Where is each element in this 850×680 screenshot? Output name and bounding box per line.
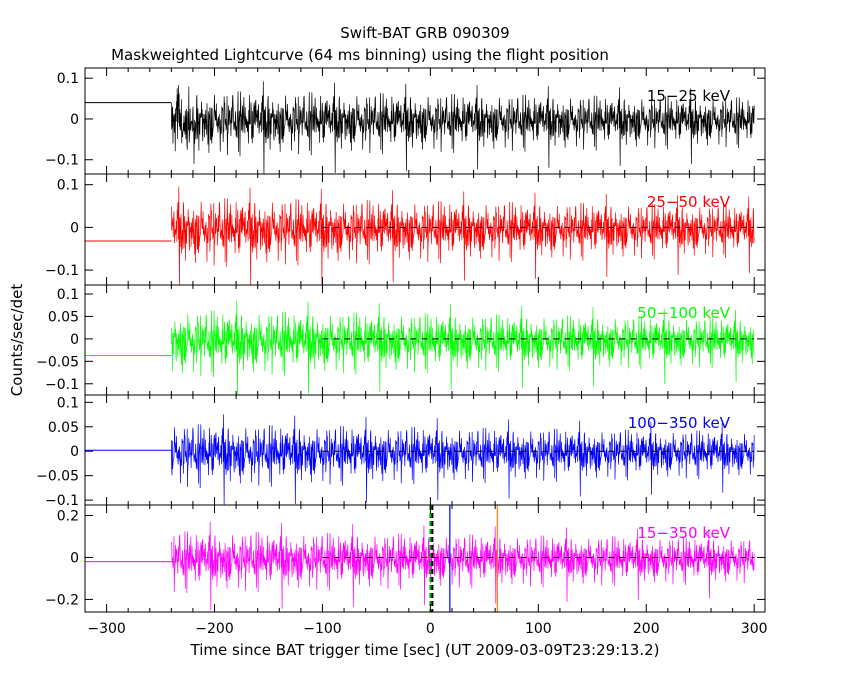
y-tick-label: −0.1 (45, 263, 79, 279)
y-axis-label: Counts/sec/det (8, 284, 26, 397)
y-tick-label: −0.05 (36, 469, 79, 485)
y-tick-label: 0 (70, 112, 79, 128)
panel-5: −0.2 0 0.2 15−350 keV −300 −200 −100 0 100 200 300 (45, 504, 768, 637)
panel-data-group (85, 81, 755, 174)
y-tick-label: −0.2 (45, 592, 79, 608)
y-tick-label: 0.2 (57, 508, 79, 524)
y-tick-label: 0.1 (57, 178, 79, 194)
x-tick-label: 0 (426, 621, 435, 637)
panel-frame (84, 504, 766, 613)
panel-3: −0.1 −0.05 0 0.05 0.1 50−100 keV (36, 284, 766, 396)
y-tick-label: 0.1 (57, 395, 79, 411)
y-tick-label: 0 (70, 220, 79, 236)
energy-band-label: 50−100 keV (637, 304, 730, 322)
x-tick-label: −100 (303, 621, 341, 637)
panel-data-group (85, 505, 755, 612)
lightcurve-series (171, 186, 755, 285)
lightcurve-series (171, 521, 755, 611)
panel-4: −0.1 −0.05 0 0.05 0.1 100−350 keV (36, 394, 766, 509)
chart-subtitle: Maskweighted Lightcurve (64 ms binning) … (111, 46, 609, 64)
lightcurve-series (171, 81, 755, 174)
y-tick-label: 0.05 (48, 420, 79, 436)
panels-container: −0.100.115−25 keV−0.100.125−50 keV−0.1−0… (36, 67, 768, 637)
x-tick-label: 100 (525, 621, 552, 637)
y-tick-label: 0 (70, 332, 79, 348)
y-tick-label: 0 (70, 550, 79, 566)
energy-band-label: 15−25 keV (647, 87, 731, 105)
y-tick-label: −0.05 (36, 354, 79, 370)
y-tick-label: −0.1 (45, 377, 79, 393)
x-tick-label: −200 (195, 621, 233, 637)
y-tick-label: 0 (70, 444, 79, 460)
chart-title: Swift-BAT GRB 090309 (340, 24, 509, 42)
x-tick-label: 300 (741, 621, 768, 637)
y-tick-label: −0.1 (45, 493, 79, 509)
x-tick-label: 200 (633, 621, 660, 637)
y-tick-label: 0.05 (48, 309, 79, 325)
y-tick-label: 0.1 (57, 287, 79, 303)
y-tick-label: 0.1 (57, 71, 79, 87)
x-axis-label: Time since BAT trigger time [sec] (UT 20… (190, 641, 660, 659)
energy-band-label: 100−350 keV (628, 414, 731, 432)
lightcurve-series (171, 414, 755, 505)
panel-data-group (85, 300, 755, 395)
energy-band-label: 15−350 keV (637, 524, 730, 542)
panel-data-group (85, 414, 755, 505)
energy-band-label: 25−50 keV (647, 193, 731, 211)
x-tick-label: −300 (87, 621, 125, 637)
panel-data-group (85, 186, 755, 285)
lightcurve-series (171, 300, 755, 395)
y-tick-label: −0.1 (45, 153, 79, 169)
